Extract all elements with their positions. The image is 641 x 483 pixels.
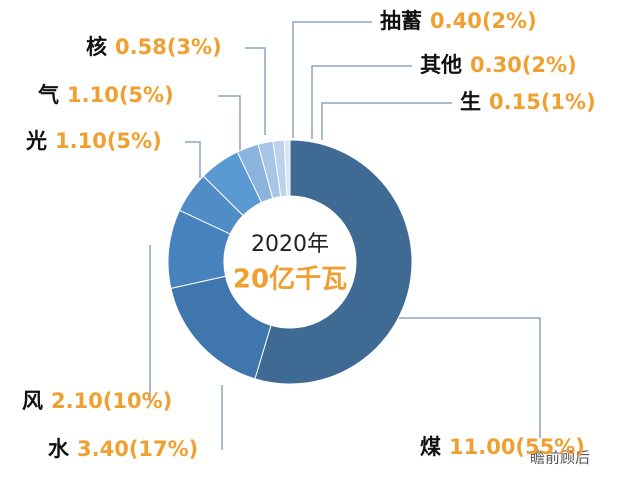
label-value: 0.40(2%) bbox=[430, 9, 537, 33]
center-subtitle: 20亿千瓦 bbox=[233, 265, 347, 295]
label-value: 0.30(2%) bbox=[470, 53, 577, 77]
label-name: 其他 bbox=[420, 53, 462, 77]
label-name: 风 bbox=[22, 389, 43, 413]
label-name: 核 bbox=[86, 35, 107, 59]
label-name: 光 bbox=[25, 129, 47, 153]
label-value: 11.00(55%) bbox=[449, 435, 585, 459]
label-value: 3.40(17%) bbox=[77, 437, 198, 461]
leader-line bbox=[292, 21, 372, 138]
label-value: 1.10(5%) bbox=[55, 129, 162, 153]
label-name: 生 bbox=[460, 90, 481, 114]
donut-segment bbox=[283, 139, 291, 197]
leader-line bbox=[185, 141, 201, 178]
center-title: 2020年 bbox=[251, 232, 329, 257]
label-name: 水 bbox=[48, 437, 70, 461]
label-value: 0.15(1%) bbox=[489, 90, 596, 114]
leader-line bbox=[311, 65, 412, 139]
leader-line bbox=[218, 95, 241, 158]
label-name: 煤 bbox=[420, 435, 441, 459]
label-name: 抽蓄 bbox=[380, 9, 422, 33]
label-value: 2.10(10%) bbox=[51, 389, 172, 413]
watermark: 瞻前顾后 bbox=[530, 449, 590, 467]
label-value: 0.58(3%) bbox=[115, 35, 222, 59]
leader-line bbox=[321, 102, 452, 140]
label-name: 气 bbox=[37, 83, 59, 107]
leader-line bbox=[245, 47, 266, 135]
leader-line bbox=[398, 317, 541, 438]
donut-segment bbox=[254, 139, 413, 385]
label-value: 1.10(5%) bbox=[67, 83, 174, 107]
